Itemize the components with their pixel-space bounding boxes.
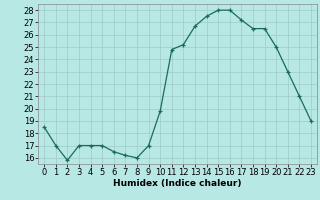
X-axis label: Humidex (Indice chaleur): Humidex (Indice chaleur) bbox=[113, 179, 242, 188]
